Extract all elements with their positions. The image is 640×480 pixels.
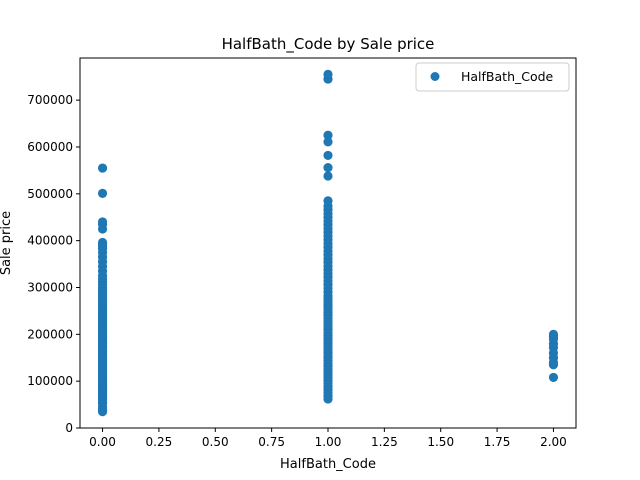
x-axis-label: HalfBath_Code (280, 457, 376, 472)
y-tick-label: 0 (65, 421, 73, 435)
legend-marker (430, 72, 440, 81)
y-tick-label: 400000 (27, 234, 73, 248)
y-tick-label: 500000 (27, 187, 73, 201)
y-tick-label: 200000 (27, 327, 73, 341)
x-tick-label: 1.25 (371, 435, 398, 449)
data-point (97, 237, 108, 248)
data-point (97, 163, 108, 173)
y-axis: 0 100000 200000 300000 400000 500000 600000 700… (27, 93, 80, 435)
y-tick-label: 600000 (27, 140, 73, 154)
data-point (323, 137, 333, 147)
legend: HalfBath_Code (415, 62, 570, 92)
x-tick-label: 0.25 (146, 435, 173, 449)
y-axis-label: Sale price (0, 211, 14, 275)
x-axis: 0.00 0.25 0.50 0.75 1.00 1.25 1.50 1.75 2.00 (89, 428, 567, 449)
x-tick-label: 0.75 (258, 435, 285, 449)
data-point (323, 196, 333, 206)
data-point (323, 150, 333, 161)
x-tick-label: 2.00 (540, 435, 567, 449)
data-point (323, 69, 333, 79)
data-point (548, 372, 559, 383)
data-point (97, 188, 108, 198)
data-point (323, 162, 333, 173)
y-tick-label: 300000 (27, 280, 73, 294)
legend-box (415, 62, 570, 92)
x-tick-label: 1.00 (315, 435, 342, 449)
x-tick-label: 0.00 (89, 435, 116, 449)
data-point (97, 217, 108, 227)
data-point (323, 171, 333, 181)
x-tick-label: 0.50 (202, 435, 229, 449)
data-point (323, 130, 333, 140)
points-layer (97, 69, 559, 417)
data-point (548, 329, 559, 339)
y-tick-label: 700000 (27, 93, 73, 107)
x-tick-label: 1.50 (427, 435, 454, 449)
x-tick-label: 1.75 (484, 435, 511, 449)
y-tick-label: 100000 (27, 374, 73, 388)
legend-label: HalfBath_Code (461, 69, 554, 84)
chart-title: HalfBath_Code by Sale price (222, 35, 435, 54)
